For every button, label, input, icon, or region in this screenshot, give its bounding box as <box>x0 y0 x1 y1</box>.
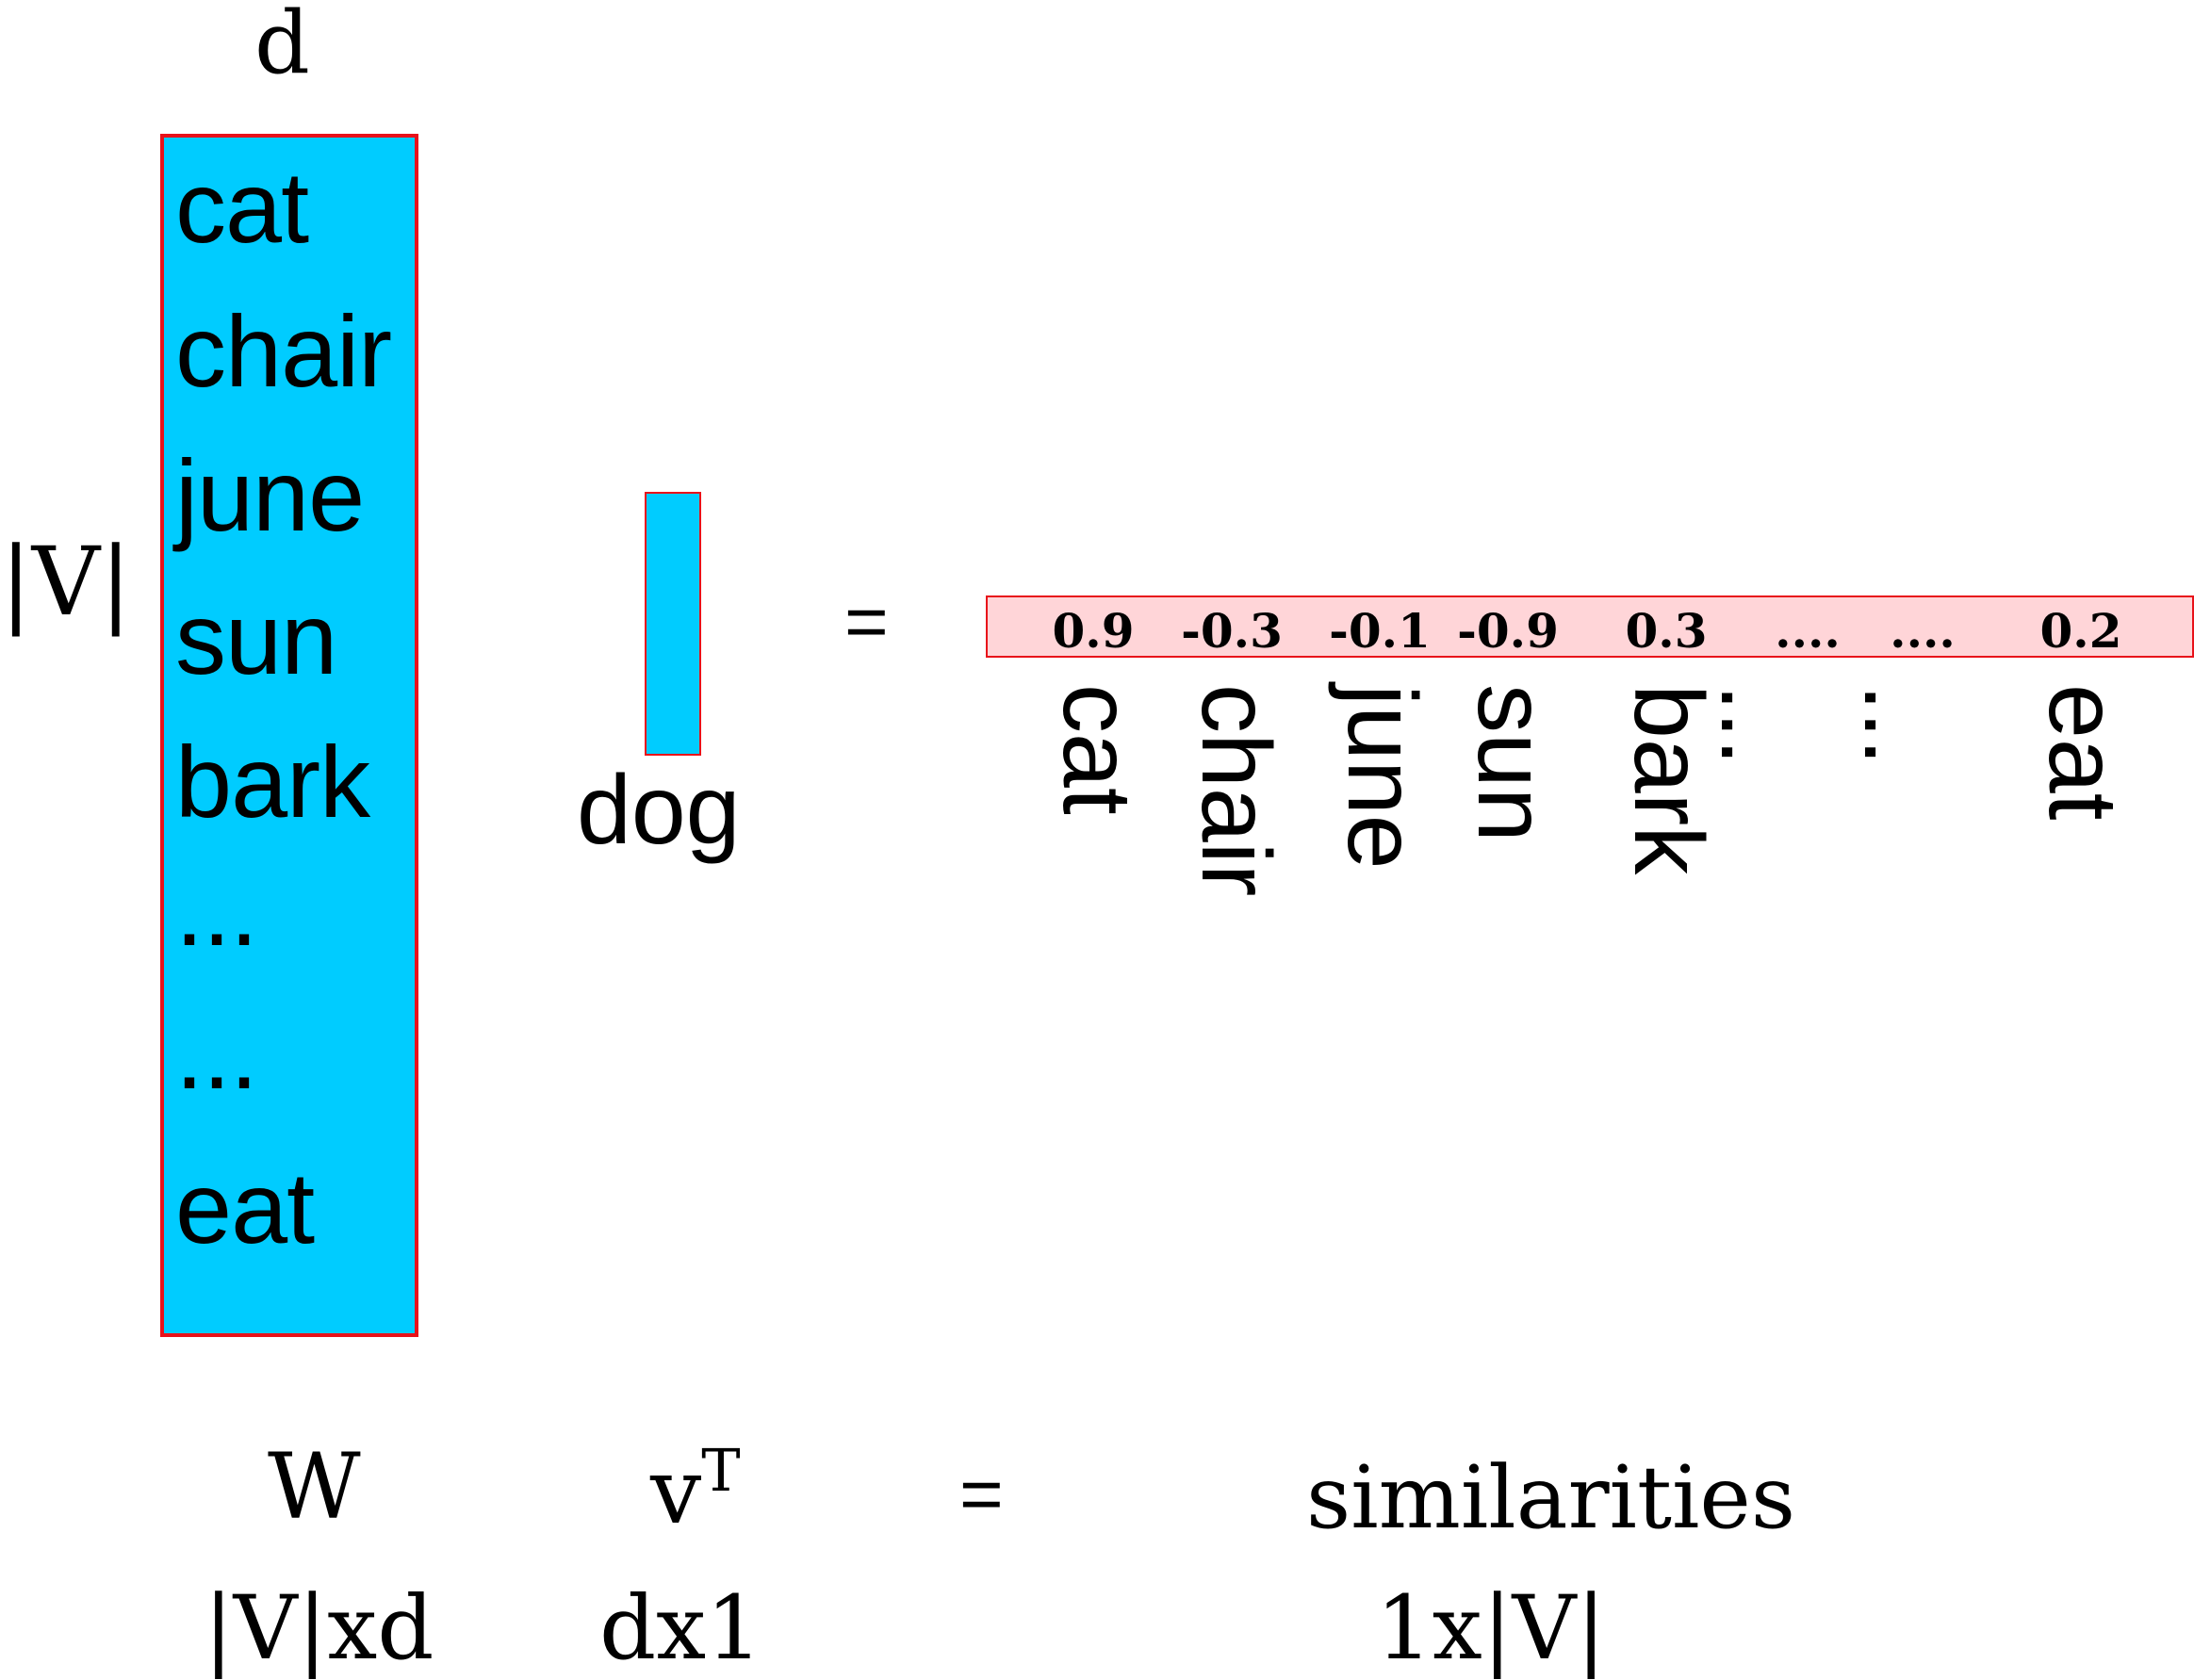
similarity-value-cat: 0.9 <box>1052 603 1135 659</box>
equals-sign: = <box>844 579 889 663</box>
matrix-word-bark: bark <box>175 725 370 839</box>
similarity-value-ellipsis-1: .... <box>1775 603 1841 659</box>
caption-equals: = <box>959 1452 1004 1536</box>
similarity-value-eat: 0.2 <box>2039 603 2122 659</box>
matrix-word-chair: chair <box>175 294 392 408</box>
caption-v: vT <box>650 1442 741 1538</box>
similarity-vector <box>986 595 2194 658</box>
caption-w: W <box>268 1434 361 1540</box>
similarity-word-june: june <box>1327 684 1436 870</box>
embedding-matrix-w: cat chair june sun bark ... ... eat <box>160 134 418 1337</box>
similarity-value-ellipsis-2: .... <box>1890 603 1956 659</box>
caption-v-dims: dx1 <box>599 1577 762 1680</box>
similarity-word-eat: eat <box>2028 684 2137 821</box>
similarity-word-cat: cat <box>1042 684 1152 815</box>
matrix-word-june: june <box>175 438 365 552</box>
caption-v-superscript: T <box>701 1436 741 1505</box>
similarity-word-chair: chair <box>1181 684 1290 897</box>
caption-result-dims: 1x|V| <box>1376 1577 1607 1680</box>
word-vector-v <box>645 492 701 756</box>
vocab-size-label: |V| <box>0 527 132 637</box>
matrix-word-cat: cat <box>175 150 309 264</box>
similarity-value-bark: 0.3 <box>1625 603 1708 659</box>
similarity-value-chair: -0.3 <box>1181 603 1283 659</box>
matrix-word-eat: eat <box>175 1150 315 1264</box>
caption-similarities: similarities <box>1306 1447 1796 1548</box>
similarity-word-ellipsis-2: ... <box>1843 684 1953 766</box>
similarity-word-sun: sun <box>1457 684 1566 842</box>
vector-label-dog: dog <box>577 756 741 865</box>
similarity-value-june: -0.1 <box>1329 603 1431 659</box>
matrix-word-ellipsis-2: ... <box>175 996 258 1110</box>
similarity-value-sun: -0.9 <box>1457 603 1559 659</box>
caption-v-symbol: v <box>650 1439 702 1545</box>
similarity-word-ellipsis-1: ... <box>1700 684 1809 766</box>
dimension-label-d: d <box>254 0 310 93</box>
matrix-word-ellipsis-1: ... <box>175 853 258 967</box>
matrix-word-sun: sun <box>175 581 337 695</box>
caption-w-dims: |V|xd <box>204 1577 434 1680</box>
